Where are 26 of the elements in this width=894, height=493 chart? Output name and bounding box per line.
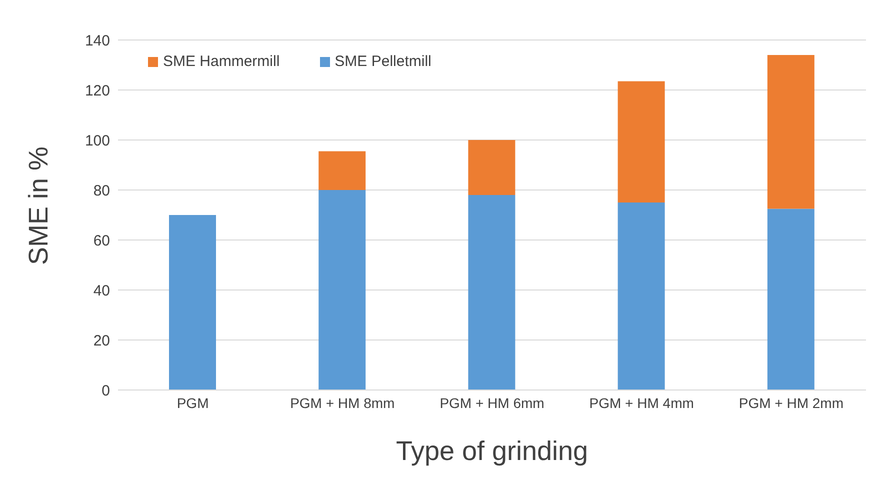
x-tick-label: PGM + HM 8mm [290,394,395,411]
x-tick-label: PGM + HM 4mm [589,394,694,411]
y-tick-label: 120 [84,82,110,100]
y-tick-label: 20 [93,332,110,350]
x-tick-label: PGM [176,394,209,411]
bar [618,202,665,390]
bar [318,190,366,390]
legend-label: SME Pelletmill [334,53,432,70]
bar [468,140,516,195]
x-tick-label: PGM + HM 2mm [738,394,844,411]
bar [618,81,665,202]
bar [169,215,216,390]
bar [767,208,814,390]
bar [468,195,516,390]
y-tick-label: 0 [102,382,110,400]
bar [318,151,366,190]
x-tick-label: PGM + HM 6mm [440,394,544,411]
bar [767,55,814,209]
y-tick-label: 60 [93,232,110,250]
y-axis-title: SME in % [24,146,54,265]
y-tick-label: 140 [84,32,110,50]
y-tick-label: 80 [93,182,110,200]
y-tick-label: 100 [84,132,110,150]
legend-label: SME Hammermill [163,53,280,70]
x-axis-title: Type of grinding [396,436,588,466]
y-tick-label: 40 [93,282,110,300]
